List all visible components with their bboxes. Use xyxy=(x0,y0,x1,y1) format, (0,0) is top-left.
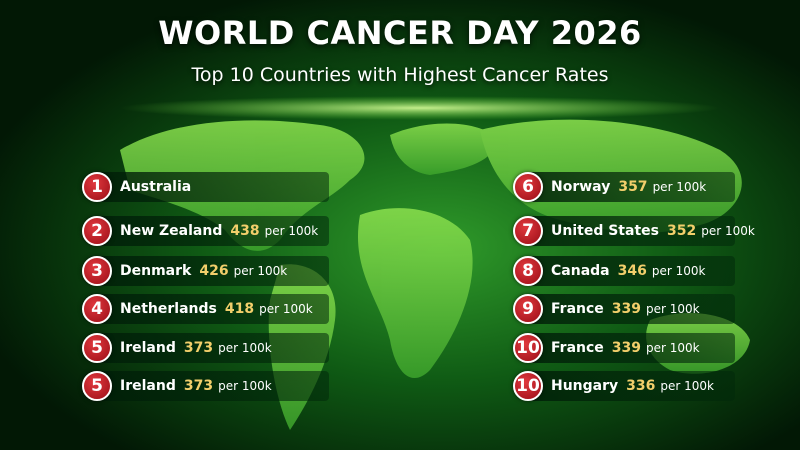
rate-value: 339 xyxy=(611,340,642,356)
rate-value: 373 xyxy=(183,378,214,394)
country-name: Ireland xyxy=(120,378,176,394)
rank-badge: 2 xyxy=(82,216,112,246)
rank-badge: 5 xyxy=(82,333,112,363)
rate-unit: per 100k xyxy=(259,302,313,316)
rank-badge: 9 xyxy=(513,294,543,324)
rate-unit: per 100k xyxy=(652,180,707,194)
rank-badge: 6 xyxy=(513,172,543,202)
ranking-row: 10 Hungary 336 per 100k xyxy=(513,371,735,401)
rate-value: 438 xyxy=(230,223,260,239)
rate-value: 426 xyxy=(199,263,229,279)
rank-badge: 10 xyxy=(513,333,543,363)
ranking-row: 2 New Zealand 438 per 100k xyxy=(82,216,329,246)
country-name: Australia xyxy=(120,179,192,195)
rate-unit: per 100k xyxy=(646,302,700,316)
rate-unit: per 100k xyxy=(660,379,714,393)
rank-badge: 3 xyxy=(82,256,112,286)
title: WORLD CANCER DAY 2026 xyxy=(158,14,642,52)
rank-badge: 10 xyxy=(513,371,543,401)
subtitle: Top 10 Countries with Highest Cancer Rat… xyxy=(191,64,609,86)
rate-unit: per 100k xyxy=(218,379,272,393)
ranking-row: 3 Denmark 426 per 100k xyxy=(82,256,329,286)
country-name: France xyxy=(551,340,604,356)
ranking-row: 5 Ireland 373 per 100k xyxy=(82,371,329,401)
rate-value: 352 xyxy=(666,223,697,239)
rate-value: 418 xyxy=(224,301,255,317)
country-name: Ireland xyxy=(120,340,176,356)
country-name: United States xyxy=(551,223,659,239)
country-name: Hungary xyxy=(551,378,619,394)
rank-badge: 7 xyxy=(513,216,543,246)
rate-value: 336 xyxy=(626,378,656,394)
ranking-row: 5 Ireland 373 per 100k xyxy=(82,333,329,363)
rate-value: 373 xyxy=(183,340,214,356)
rate-unit: per 100k xyxy=(233,264,288,278)
rate-value: 346 xyxy=(617,263,647,279)
rate-value: 357 xyxy=(618,179,648,195)
rate-unit: per 100k xyxy=(218,341,272,355)
rate-unit: per 100k xyxy=(701,224,755,238)
country-name: Canada xyxy=(551,263,610,279)
rate-unit: per 100k xyxy=(646,341,700,355)
rank-badge: 8 xyxy=(513,256,543,286)
rate-unit: per 100k xyxy=(651,264,706,278)
country-name: Netherlands xyxy=(120,301,217,317)
ranking-row: 10 France 339 per 100k xyxy=(513,333,735,363)
ranking-row: 8 Canada 346 per 100k xyxy=(513,256,735,286)
horizon-glow xyxy=(120,96,720,120)
country-name: France xyxy=(551,301,604,317)
country-name: Denmark xyxy=(120,263,192,279)
country-name: New Zealand xyxy=(120,223,223,239)
rank-badge: 4 xyxy=(82,294,112,324)
rank-badge: 5 xyxy=(82,371,112,401)
ranking-row: 1 Australia xyxy=(82,172,329,202)
country-name: Norway xyxy=(551,179,611,195)
rate-value: 339 xyxy=(611,301,642,317)
ranking-row: 4 Netherlands 418 per 100k xyxy=(82,294,329,324)
rank-badge: 1 xyxy=(82,172,112,202)
ranking-row: 7 United States 352 per 100k xyxy=(513,216,755,246)
ranking-row: 9 France 339 per 100k xyxy=(513,294,735,324)
rate-unit: per 100k xyxy=(264,224,319,238)
ranking-row: 6 Norway 357 per 100k xyxy=(513,172,735,202)
